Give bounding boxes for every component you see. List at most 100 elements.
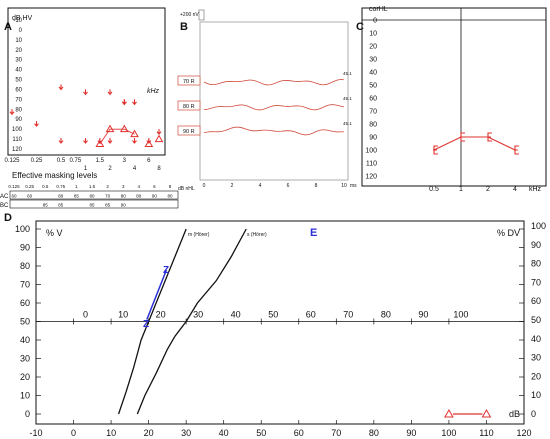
panel-c-xticks: 0.5 1 2 4	[429, 186, 517, 193]
c-line	[433, 136, 516, 151]
panel-c-yticks: 0 10 20 30 40 50 60 70 80 90 100 110 120	[365, 18, 377, 181]
panel-b-xtick: 4	[259, 183, 262, 189]
panel-d-xtick-bottom: 110	[479, 428, 493, 438]
panel-d-ytick-right: 80	[531, 259, 541, 269]
masking-freq: 1.5	[89, 184, 96, 189]
panel-c-unit: corHL	[369, 6, 388, 13]
panel-a-ytick: 120	[12, 147, 23, 153]
panel-a-xtick: 0.75	[69, 158, 81, 164]
ac-cell: 80	[58, 194, 64, 199]
panel-c-xunit: kHz	[529, 186, 542, 193]
panel-c-ytick: 90	[369, 135, 377, 142]
panel-d-xtick-mid: 100	[453, 310, 468, 320]
trace-label: 90 R	[183, 129, 195, 135]
bc-cell: 85	[89, 203, 95, 208]
panel-d-ytick-left: 80	[20, 261, 30, 271]
panel-b-xticks: 0 2 4 6 8 10	[203, 183, 347, 189]
no-response-arrow	[121, 99, 127, 106]
panel-d-xtick-mid: 20	[156, 310, 166, 320]
panel-d-xtick-mid: 50	[268, 310, 278, 320]
panel-d-xtick-mid: 10	[118, 310, 128, 320]
panel-a-xunit: kHz	[147, 88, 160, 95]
ac-cells: 60 60 80 85 80 70 80 80 90 80	[11, 194, 173, 199]
panel-c: C corHL 0 10 20 30 40 50 60 70 80 90 100 110 120 0.5…	[356, 6, 547, 193]
masking-freq: 0.5	[42, 184, 49, 189]
ac-label: AC	[0, 194, 9, 200]
panel-a-xtick: 8	[157, 166, 161, 172]
masking-freq: 0.125	[8, 184, 20, 189]
panel-a-ytick: 100	[12, 127, 23, 133]
panel-a-xtick: 0.125	[4, 158, 20, 164]
no-response-arrow	[107, 138, 113, 144]
masking-freqs: 0.125 0.25 0.5 0.75 1 1.5 2 3 4 6 8	[8, 184, 171, 189]
panel-d-ytick-left: 50	[20, 317, 30, 327]
no-response-arrow	[132, 99, 137, 106]
abr-trace	[203, 79, 345, 86]
panel-d-ytick-right: 0	[531, 409, 536, 419]
ac-cell: 80	[89, 194, 95, 199]
bc-cell: 85	[105, 203, 111, 208]
panel-b-xtick: 10	[341, 183, 347, 189]
panel-b-xtick: 0	[203, 183, 206, 189]
speech-curve	[136, 228, 247, 415]
panel-d-xtick-bottom: 40	[219, 428, 229, 438]
bc-row	[9, 199, 179, 209]
bc-line	[99, 128, 135, 145]
panel-d-grid	[35, 228, 525, 424]
panel-b: B +200 nV 70 R 45.1 80 R 45.1 90 R 45.1 dB nH…	[177, 9, 357, 192]
panel-b-frame	[199, 21, 349, 181]
panel-d-xtick-mid: 70	[343, 310, 353, 320]
panel-d-xtick-bottom: 100	[441, 428, 456, 438]
panel-b-xtick: 2	[231, 183, 234, 189]
panel-c-ytick: 100	[365, 148, 377, 155]
panel-a-ytick: 30	[15, 58, 22, 64]
panel-c-xtick: 4	[513, 186, 517, 193]
panel-b-scale: +200 nV	[180, 12, 199, 18]
ac-cell: 60	[27, 194, 33, 199]
ac-cell: 85	[74, 194, 80, 199]
ac-cell: 70	[105, 194, 111, 199]
z-symbol-upper: Z	[163, 265, 169, 276]
panel-c-ytick: 80	[369, 122, 377, 129]
bc-cell: 85	[58, 203, 64, 208]
panel-a-xtick: 1.5	[96, 158, 105, 164]
trace-label-box	[177, 75, 201, 86]
scale-bar	[198, 9, 205, 21]
panel-c-frame	[361, 7, 547, 187]
panel-a-ytick: -10	[13, 18, 22, 24]
panel-d-xtick-bottom: 80	[369, 428, 379, 438]
ac-cell: 90	[152, 194, 158, 199]
panel-c-ytick: 20	[369, 44, 377, 51]
panel-d-ytick-left: 10	[20, 391, 30, 401]
trace-label-box	[177, 125, 201, 136]
trace-value: 45.1	[343, 121, 352, 126]
masking-freq: 2	[106, 184, 109, 189]
panel-c-ytick: 30	[369, 57, 377, 64]
masking-freq: 8	[169, 184, 172, 189]
masking-freq: 1	[75, 184, 78, 189]
ac-row	[9, 190, 179, 200]
panel-d-xtick-mid: 30	[193, 310, 203, 320]
no-response-arrow	[132, 138, 137, 144]
curve-label-m: m (Hörer)	[188, 232, 210, 238]
no-response-arrow	[107, 89, 113, 96]
panel-d-ytick-left: 0	[25, 409, 30, 419]
panel-d-ytick-right: 70	[531, 277, 541, 287]
no-response-arrow	[58, 84, 64, 91]
panel-a-xticks: 0.125 0.25 0.5 0.75 1.5 3 6 1 2 4 8	[4, 158, 161, 172]
panel-b-traces: 70 R 45.1 80 R 45.1 90 R 45.1	[177, 71, 352, 136]
masking-freq: 0.25	[25, 184, 34, 189]
panel-d-ytick-right: 20	[531, 371, 541, 381]
no-response-arrow	[58, 138, 64, 144]
panel-d-xtick-mid: 60	[306, 310, 316, 320]
panel-c-letter: C	[356, 21, 364, 33]
panel-a-ytick: 20	[15, 48, 22, 54]
panel-c-ytick: 40	[369, 70, 377, 77]
panel-a-unit: dB HV	[12, 15, 33, 22]
panel-d-right-unit: % DV	[497, 228, 520, 238]
panel-d-xtick-mid: 40	[231, 310, 241, 320]
panel-a-ytick: 50	[15, 78, 22, 84]
panel-d-xunit: dB	[509, 409, 520, 419]
c-bracket-marker	[433, 145, 438, 155]
